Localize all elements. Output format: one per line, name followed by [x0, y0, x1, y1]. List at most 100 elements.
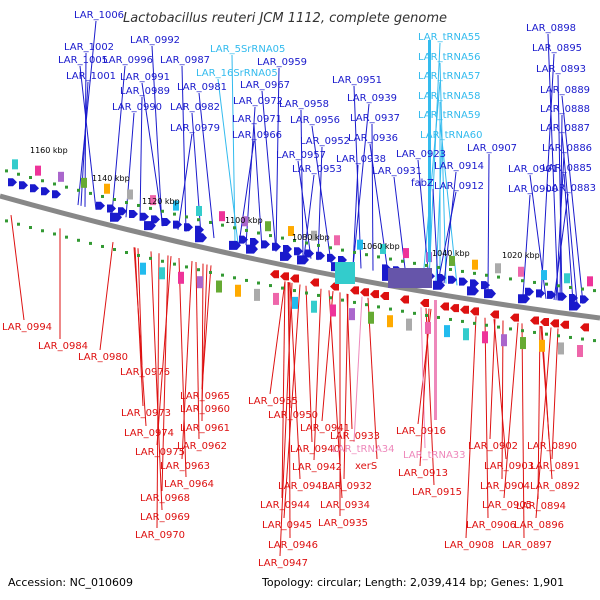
- reverse-gene-arrow: [460, 305, 469, 314]
- gene-label: LAR_0959: [257, 57, 307, 68]
- map-title: Lactobacillus reuteri JCM 1112, complete…: [123, 11, 447, 26]
- marker-dot: [401, 309, 404, 313]
- reverse-gene-arrow: [330, 282, 339, 291]
- gene-label: LAR_0894: [516, 501, 566, 512]
- marker-dot: [557, 284, 560, 288]
- feature-box: [482, 331, 488, 344]
- label-connector: [111, 65, 126, 214]
- feature-box: [216, 280, 222, 293]
- gene-label: LAR_0891: [530, 461, 580, 472]
- forward-gene-arrow: [195, 225, 204, 234]
- marker-dot: [545, 282, 548, 286]
- reverse-gene-arrow: [400, 295, 409, 304]
- forward-gene-arrow: [536, 289, 545, 298]
- label-connector: [563, 173, 574, 303]
- label-connector: [275, 67, 280, 252]
- marker-dot: [401, 259, 404, 263]
- label-connector: [99, 241, 114, 351]
- gene-label: LAR_0994: [2, 322, 52, 333]
- feature-block: [335, 262, 355, 284]
- forward-gene-arrow: [144, 221, 156, 231]
- marker-dot: [341, 248, 344, 252]
- marker-dot: [497, 275, 500, 279]
- marker-dot: [5, 219, 8, 223]
- gene-label: LAR_0904: [480, 481, 530, 492]
- marker-dot: [113, 198, 116, 202]
- gene-label: LAR_0961: [180, 423, 230, 434]
- gene-label: LAR_0960: [180, 404, 230, 415]
- forward-gene-arrow: [294, 247, 303, 256]
- marker-dot: [149, 206, 152, 210]
- reverse-gene-arrow: [350, 286, 359, 295]
- forward-gene-arrow: [525, 287, 534, 296]
- forward-gene-arrow: [459, 277, 468, 286]
- feature-box: [242, 216, 248, 227]
- label-connector: [10, 215, 25, 321]
- reverse-gene-arrow: [530, 316, 539, 325]
- gene-label: LAR_0946: [268, 540, 318, 551]
- gene-label: LAR_0953: [292, 164, 342, 175]
- gene-label: LAR_0912: [434, 181, 484, 192]
- gene-label: LAR_0982: [170, 102, 220, 113]
- label-connector: [352, 164, 359, 267]
- rna-label: LAR_tRNA55: [418, 32, 481, 43]
- marker-dot: [257, 231, 260, 235]
- marker-dot: [269, 234, 272, 238]
- reverse-gene-arrow: [370, 290, 379, 299]
- marker-dot: [257, 281, 260, 285]
- feature-box: [35, 165, 41, 176]
- forward-gene-arrow: [580, 295, 589, 304]
- gene-label: LAR_0944: [260, 500, 310, 511]
- feature-box: [387, 315, 393, 328]
- label-connector: [161, 255, 169, 492]
- gene-label: LAR_0900: [508, 184, 558, 195]
- gene-label: LAR_0990: [112, 102, 162, 113]
- forward-gene-arrow: [272, 242, 281, 251]
- trna-cluster: [434, 300, 437, 420]
- label-connector: [557, 74, 563, 302]
- marker-dot: [569, 285, 572, 289]
- rna-label: LAR_16SrRNA05: [196, 68, 278, 79]
- forward-gene-arrow: [41, 187, 50, 196]
- label-connector: [151, 45, 163, 227]
- gene-label: LAR_1005: [58, 55, 108, 66]
- label-connector: [561, 133, 578, 304]
- gene-label: LAR_0932: [322, 481, 372, 492]
- gene-label: LAR_0890: [527, 441, 577, 452]
- gene-label: LAR_0996: [103, 55, 153, 66]
- marker-dot: [461, 319, 464, 323]
- label-connector: [177, 133, 193, 230]
- gene-label: LAR_0933: [330, 431, 380, 442]
- accession-text: Accession: NC_010609: [8, 576, 133, 589]
- label-connector: [279, 282, 293, 557]
- label-connector: [343, 293, 349, 480]
- marker-dot: [53, 182, 56, 186]
- gene-label: LAR_0955: [248, 396, 298, 407]
- marker-dot: [41, 179, 44, 183]
- label-connector: [353, 296, 363, 443]
- gene-label: LAR_0892: [530, 481, 580, 492]
- marker-dot: [341, 298, 344, 302]
- marker-dot: [545, 332, 548, 336]
- label-connector: [181, 65, 187, 232]
- gene-label: LAR_0969: [140, 512, 190, 523]
- gene-label: LAR_0916: [396, 426, 446, 437]
- marker-dot: [17, 222, 20, 226]
- label-connector: [77, 20, 97, 206]
- marker-dot: [425, 313, 428, 317]
- marker-dot: [269, 284, 272, 288]
- forward-gene-arrow: [162, 218, 171, 227]
- forward-gene-arrow: [246, 244, 258, 254]
- feature-box: [587, 276, 593, 287]
- marker-dot: [125, 201, 128, 205]
- marker-dot: [221, 223, 224, 227]
- marker-dot: [305, 291, 308, 295]
- marker-dot: [173, 212, 176, 216]
- marker-dot: [473, 321, 476, 325]
- forward-gene-arrow: [470, 279, 479, 288]
- reverse-gene-arrow: [470, 307, 479, 316]
- forward-gene-arrow: [30, 184, 39, 193]
- gene-label: LAR_0939: [347, 93, 397, 104]
- gene-label: LAR_0896: [514, 520, 564, 531]
